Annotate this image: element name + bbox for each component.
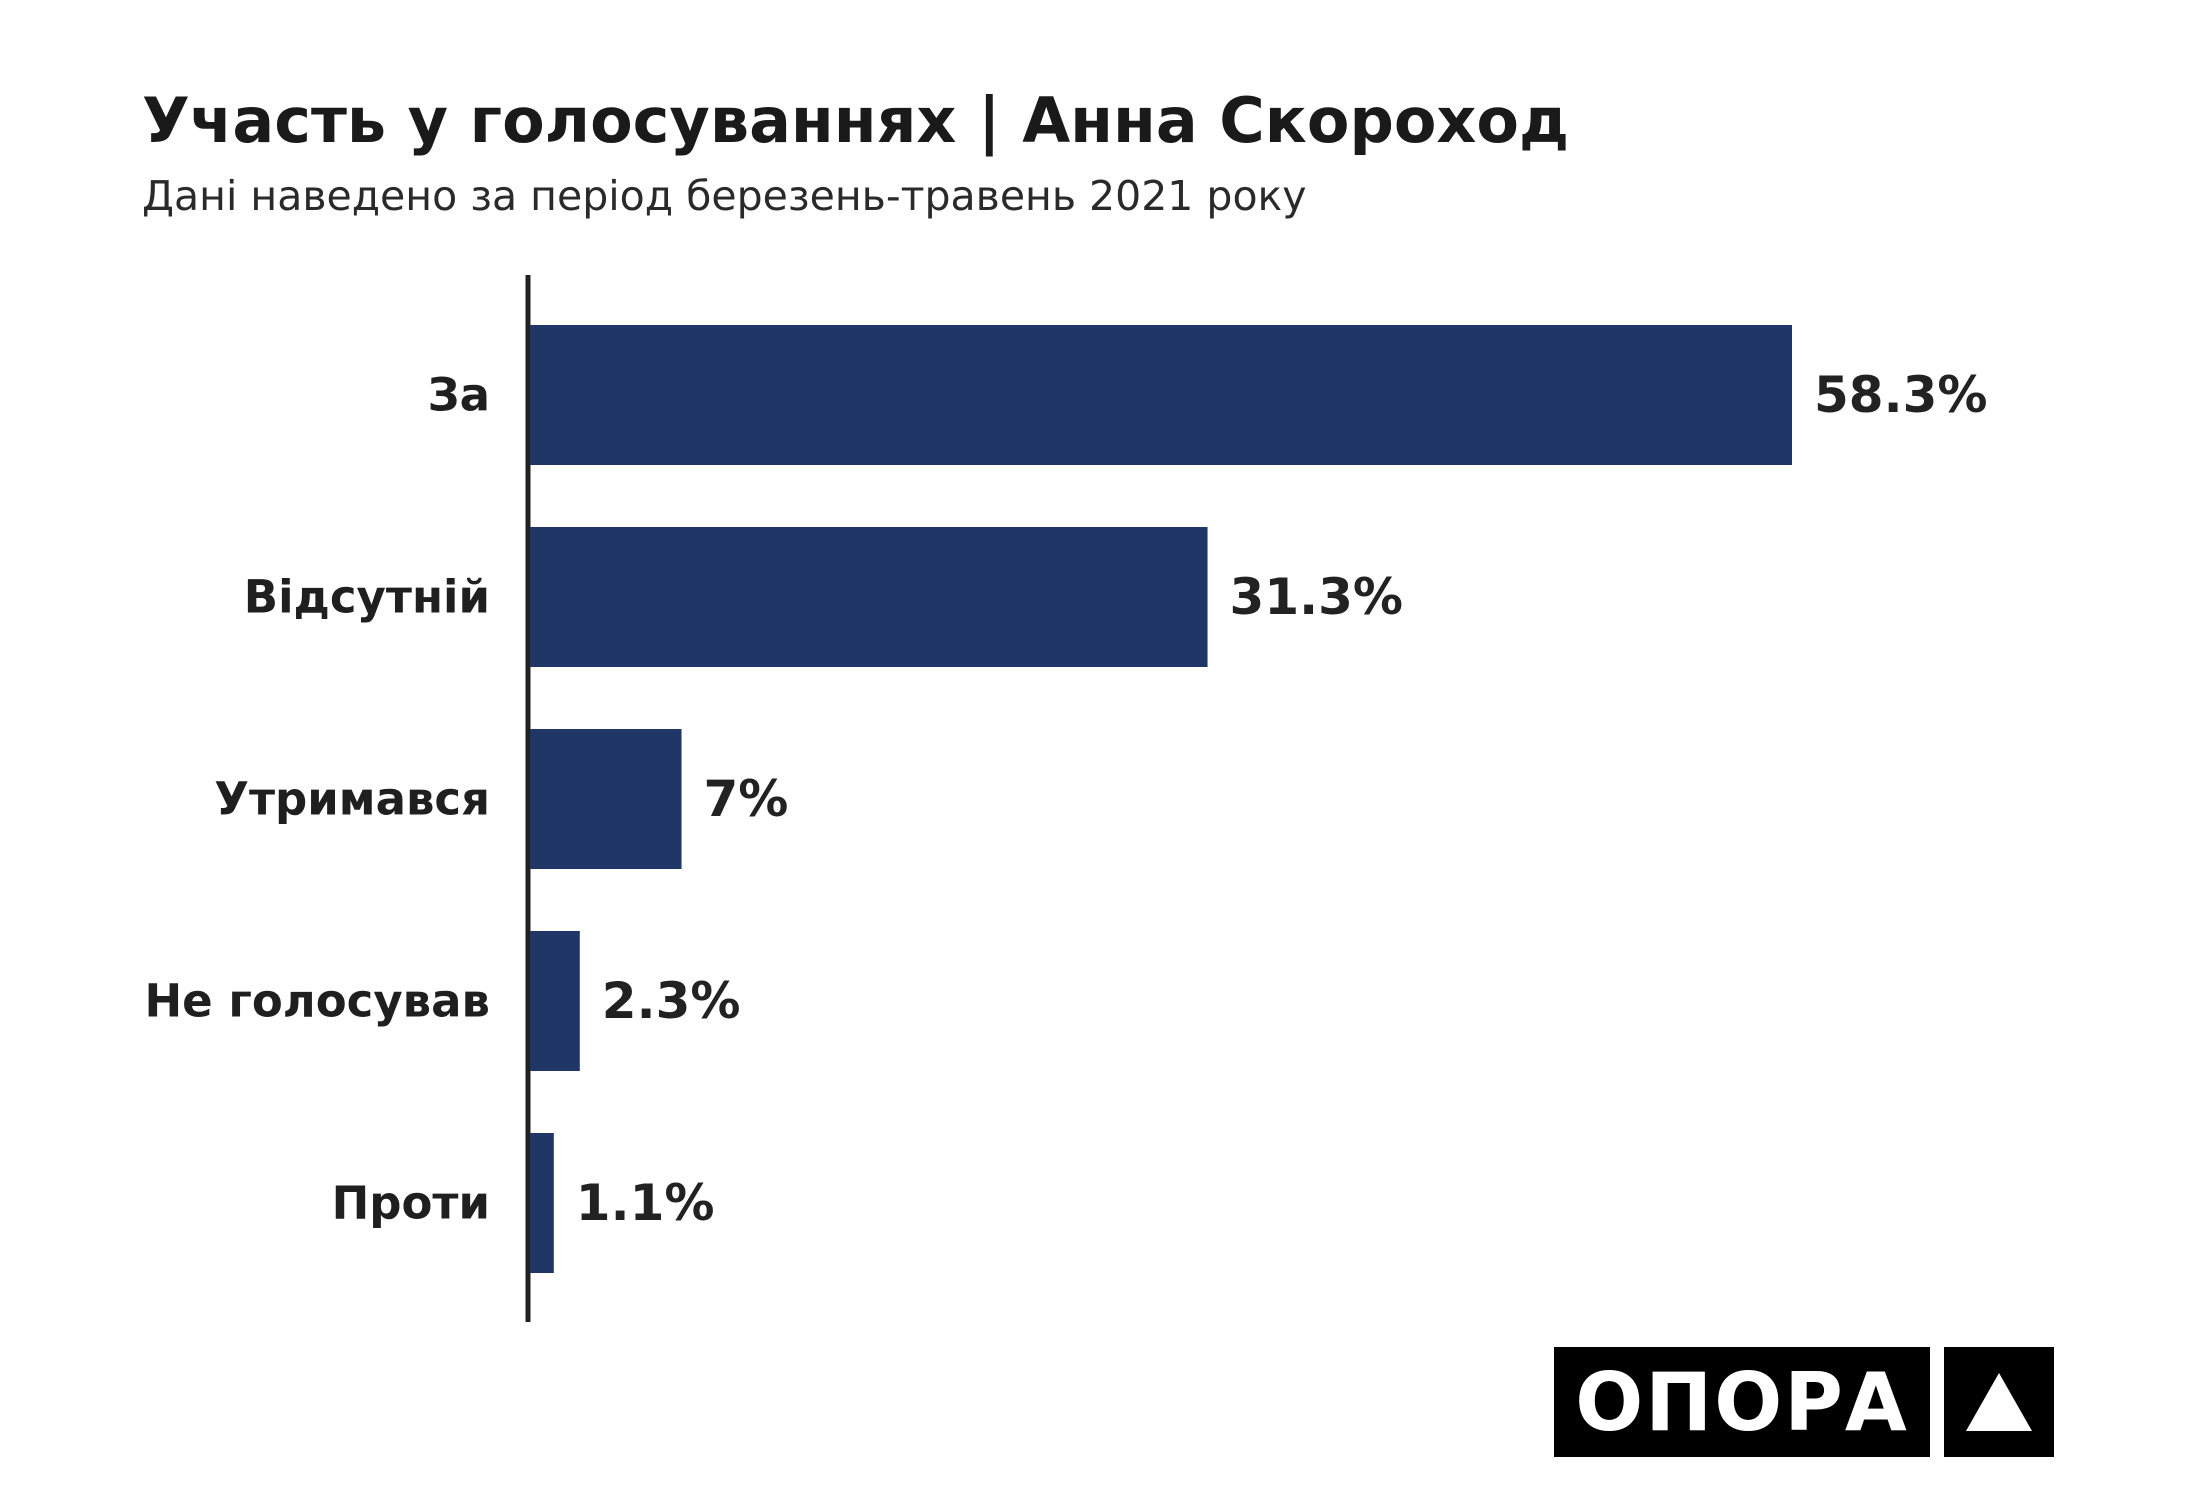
data-label: 31.3% [1230, 568, 1403, 626]
bar [530, 729, 682, 869]
category-label: Проти [332, 1177, 490, 1230]
bar [530, 325, 1792, 465]
category-label: Не голосував [145, 975, 490, 1028]
bar-chart: За 58.3% Відсутній 31.3% Утримався 7% Не голос… [145, 275, 1987, 1322]
bar [530, 527, 1208, 667]
data-label: 1.1% [576, 1174, 715, 1232]
chart-subtitle: Дані наведено за період березень-травень… [142, 172, 1307, 220]
category-label: Відсутній [244, 571, 490, 624]
category-label: Утримався [214, 773, 490, 826]
logo-wordmark: ОПОРА [1554, 1347, 1930, 1457]
triangle-icon [1944, 1347, 2054, 1457]
data-label: 7% [704, 770, 789, 828]
chart-title: Участь у голосуваннях | Анна Скороход [142, 84, 1570, 157]
bar [530, 931, 580, 1071]
opora-logo: ОПОРА [1554, 1347, 2054, 1457]
bar [530, 1133, 554, 1273]
data-label: 2.3% [602, 972, 741, 1030]
category-label: За [428, 369, 490, 422]
data-label: 58.3% [1814, 366, 1987, 424]
